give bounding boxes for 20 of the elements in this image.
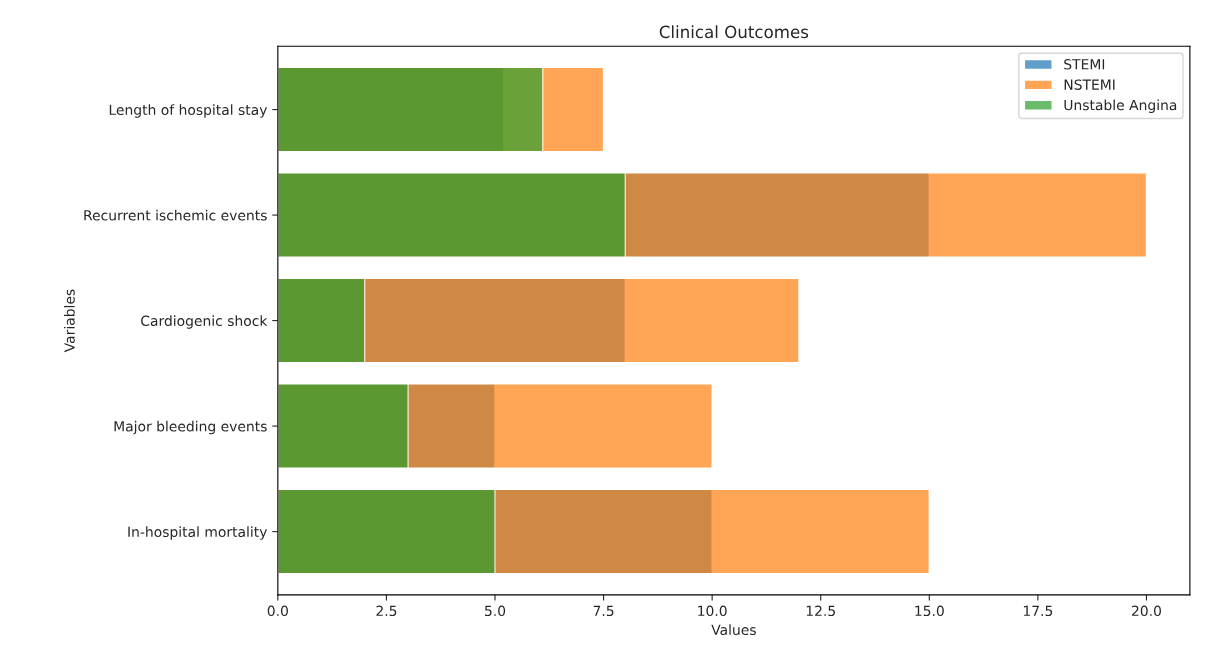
legend-label: NSTEMI xyxy=(1064,79,1115,90)
y-tick-label: Length of hospital stay xyxy=(109,104,268,118)
x-tick-label: 20.0 xyxy=(1132,605,1161,617)
x-tick-label: 15.0 xyxy=(915,605,944,617)
x-tick-label: 10.0 xyxy=(698,605,727,617)
legend-label: Unstable Angina xyxy=(1064,99,1177,113)
x-tick-label: 12.5 xyxy=(806,605,835,617)
x-tick-label: 0.0 xyxy=(267,605,288,617)
y-tick-label: Major bleeding events xyxy=(114,420,267,435)
legend-label: STEMI xyxy=(1064,59,1105,70)
x-axis-title: Values xyxy=(711,624,756,636)
y-tick-label: Cardiogenic shock xyxy=(141,315,268,329)
chart-title: Clinical Outcomes xyxy=(659,25,809,39)
y-tick-label: In-hospital mortality xyxy=(128,526,268,540)
x-tick-label: 7.5 xyxy=(593,605,614,617)
x-tick-label: 17.5 xyxy=(1023,605,1053,617)
x-tick-label: 5.0 xyxy=(485,605,506,617)
y-tick-label: Recurrent ischemic events xyxy=(84,209,267,221)
x-tick-label: 2.5 xyxy=(376,605,397,617)
y-axis-title: Variables xyxy=(64,289,75,353)
